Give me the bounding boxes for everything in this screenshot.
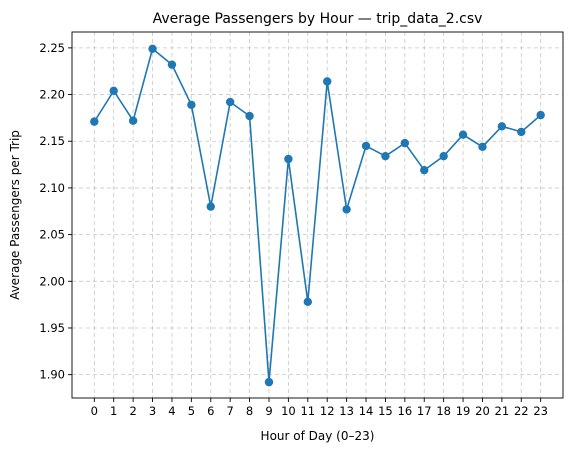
x-tick-label: 10 (281, 404, 296, 418)
x-tick-label: 20 (475, 404, 490, 418)
x-tick-label: 0 (91, 404, 98, 418)
data-point (90, 117, 99, 126)
grid-layer (72, 32, 563, 398)
y-tick-label: 2.05 (39, 228, 65, 242)
x-tick-label: 5 (188, 404, 195, 418)
x-tick-label: 2 (129, 404, 136, 418)
data-point (206, 202, 215, 211)
data-point (342, 205, 351, 214)
data-point (361, 141, 371, 151)
y-tick-label: 2.15 (39, 134, 65, 148)
plot-frame (71, 31, 564, 399)
data-point (109, 86, 118, 96)
x-tick-label: 21 (495, 404, 510, 418)
x-tick-label: 12 (320, 404, 335, 418)
x-tick-label: 8 (246, 404, 253, 418)
data-point (245, 111, 254, 121)
x-tick-label: 4 (168, 404, 175, 418)
data-point (458, 130, 468, 139)
data-point (517, 127, 526, 137)
x-tick-label: 16 (398, 404, 413, 418)
x-tick-label: 17 (417, 404, 432, 418)
data-point (187, 100, 196, 110)
data-point (439, 151, 448, 161)
x-tick-label: 7 (227, 404, 234, 418)
x-tick-label: 22 (514, 404, 529, 418)
chart-title: Average Passengers by Hour — trip_data_2… (153, 11, 483, 27)
x-tick-label: 1 (110, 404, 117, 418)
data-point (478, 142, 487, 152)
x-tick-label: 14 (359, 404, 374, 418)
data-point (148, 44, 157, 54)
y-tick-label: 2.20 (39, 88, 65, 102)
data-point (497, 122, 507, 131)
x-tick-label: 18 (436, 404, 451, 418)
y-tick-label: 2.00 (39, 274, 65, 288)
y-tick-label: 1.95 (39, 321, 65, 335)
series-line (93, 47, 542, 383)
x-tick-label: 11 (300, 404, 315, 418)
data-point (264, 377, 274, 387)
x-tick-label: 6 (207, 404, 214, 418)
points-layer (90, 44, 545, 387)
x-tick-label: 13 (339, 404, 354, 418)
y-axis-label: Average Passengers per Trip (8, 130, 22, 300)
data-point (400, 138, 410, 148)
y-tick-label: 2.10 (39, 181, 65, 195)
data-point (225, 97, 235, 107)
data-point (536, 110, 545, 120)
data-point (128, 116, 138, 125)
data-point (303, 297, 312, 307)
y-tick-label: 1.90 (39, 368, 65, 382)
data-point (420, 165, 429, 175)
data-point (381, 151, 390, 161)
x-axis-label: Hour of Day (0–23) (261, 429, 375, 443)
y-tick-label: 2.25 (39, 41, 65, 55)
data-point (284, 154, 293, 164)
x-tick-label: 3 (149, 404, 156, 418)
ticks-layer: 0 1 2 3 4 5 6 7 8 9 10 11 12 13 14 15 16 17 18 19 20 21 22 231.… (39, 41, 548, 418)
x-tick-label: 23 (533, 404, 548, 418)
x-tick-label: 9 (265, 404, 272, 418)
data-point (323, 77, 332, 86)
data-point (167, 60, 177, 69)
x-tick-label: 19 (456, 404, 471, 418)
x-tick-label: 15 (378, 404, 393, 418)
